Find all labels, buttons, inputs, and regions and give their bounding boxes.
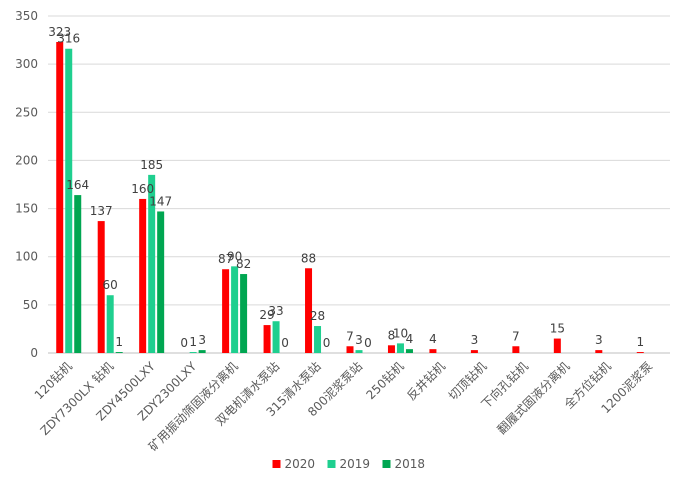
data-label: 164 [66, 178, 89, 192]
bar-2020 [470, 350, 478, 353]
data-label: 90 [227, 249, 242, 263]
data-label: 4 [406, 332, 414, 346]
data-label: 3 [471, 333, 479, 347]
data-label: 82 [236, 257, 251, 271]
y-tick-label: 250 [15, 105, 38, 119]
bar-2020 [56, 41, 64, 354]
data-label: 1 [189, 335, 197, 349]
data-label: 1 [636, 335, 644, 349]
bar-2019 [272, 321, 280, 353]
x-tick-label: ZDY7300LX 钻机 [37, 359, 116, 438]
bar-2020 [387, 345, 395, 353]
bar-2019 [106, 295, 114, 353]
bar-2019 [314, 326, 322, 353]
x-tick-label: 翻履式固液分离机 [494, 359, 572, 437]
bar-2018 [115, 352, 123, 353]
y-tick-label: 350 [15, 9, 38, 23]
bar-2019 [148, 174, 156, 353]
data-label: 28 [310, 309, 325, 323]
y-axis-ticks: 0 50 100 150 200 250 300 350 [15, 9, 38, 360]
data-label: 4 [429, 332, 437, 346]
y-tick-label: 150 [15, 202, 38, 216]
bar-2020 [595, 350, 603, 353]
data-label: 15 [550, 322, 565, 336]
data-label: 323 [48, 25, 71, 39]
legend-swatch [382, 460, 391, 468]
data-label: 0 [180, 336, 188, 350]
y-tick-label: 100 [15, 250, 38, 264]
bars [56, 41, 644, 354]
bar-2020 [553, 338, 561, 353]
data-label: 0 [364, 336, 372, 350]
bar-2020 [512, 346, 520, 353]
bar-2018 [157, 211, 165, 353]
data-label: 3 [355, 333, 363, 347]
bar-2018 [198, 350, 206, 353]
legend-item[interactable]: 2020 [272, 457, 316, 471]
bar-2020 [346, 346, 354, 353]
data-label: 33 [268, 304, 283, 318]
y-tick-label: 200 [15, 153, 38, 167]
bar-2020 [97, 221, 105, 353]
legend-swatch [272, 460, 281, 468]
bar-2018 [240, 274, 248, 353]
data-label: 10 [393, 326, 408, 340]
data-label: 29 [259, 308, 274, 322]
legend: 2020 2019 2018 [272, 457, 426, 471]
data-label: 316 [57, 32, 80, 46]
bar-2019 [355, 350, 363, 353]
data-label: 88 [301, 251, 316, 265]
bar-2018 [74, 195, 82, 353]
bar-2019 [65, 48, 73, 353]
data-label: 0 [281, 336, 289, 350]
x-tick-label: 250钻机 [363, 359, 407, 403]
y-tick-label: 300 [15, 57, 38, 71]
bar-2019 [231, 266, 239, 353]
data-label: 3 [595, 333, 603, 347]
bar-2020 [429, 349, 437, 353]
data-label: 160 [131, 182, 154, 196]
data-label: 137 [90, 204, 113, 218]
legend-label: 2018 [395, 457, 426, 471]
data-label: 185 [140, 158, 163, 172]
data-label: 147 [149, 194, 172, 208]
y-tick-label: 50 [23, 298, 38, 312]
data-label: 3 [198, 333, 206, 347]
data-label: 87 [218, 252, 233, 266]
bar-2019 [189, 352, 197, 353]
bar-2020 [139, 198, 147, 353]
data-label: 60 [103, 278, 118, 292]
data-label: 8 [388, 328, 396, 342]
bar-2019 [396, 343, 404, 353]
data-label: 1 [115, 335, 123, 349]
bar-2018 [405, 349, 413, 353]
data-label: 7 [512, 329, 520, 343]
legend-label: 2019 [340, 457, 371, 471]
x-tick-label: 反井钻机 [403, 359, 448, 404]
x-tick-label: 120钻机 [31, 359, 75, 403]
bar-2020 [263, 325, 271, 353]
legend-item[interactable]: 2018 [382, 457, 426, 471]
data-label: 0 [323, 336, 331, 350]
legend-swatch [327, 460, 336, 468]
bar-2020 [222, 269, 230, 353]
legend-item[interactable]: 2019 [327, 457, 371, 471]
bar-2020 [636, 352, 644, 353]
legend-label: 2020 [285, 457, 316, 471]
bar-2020 [305, 268, 313, 353]
data-label: 7 [346, 329, 354, 343]
y-tick-label: 0 [30, 346, 38, 360]
